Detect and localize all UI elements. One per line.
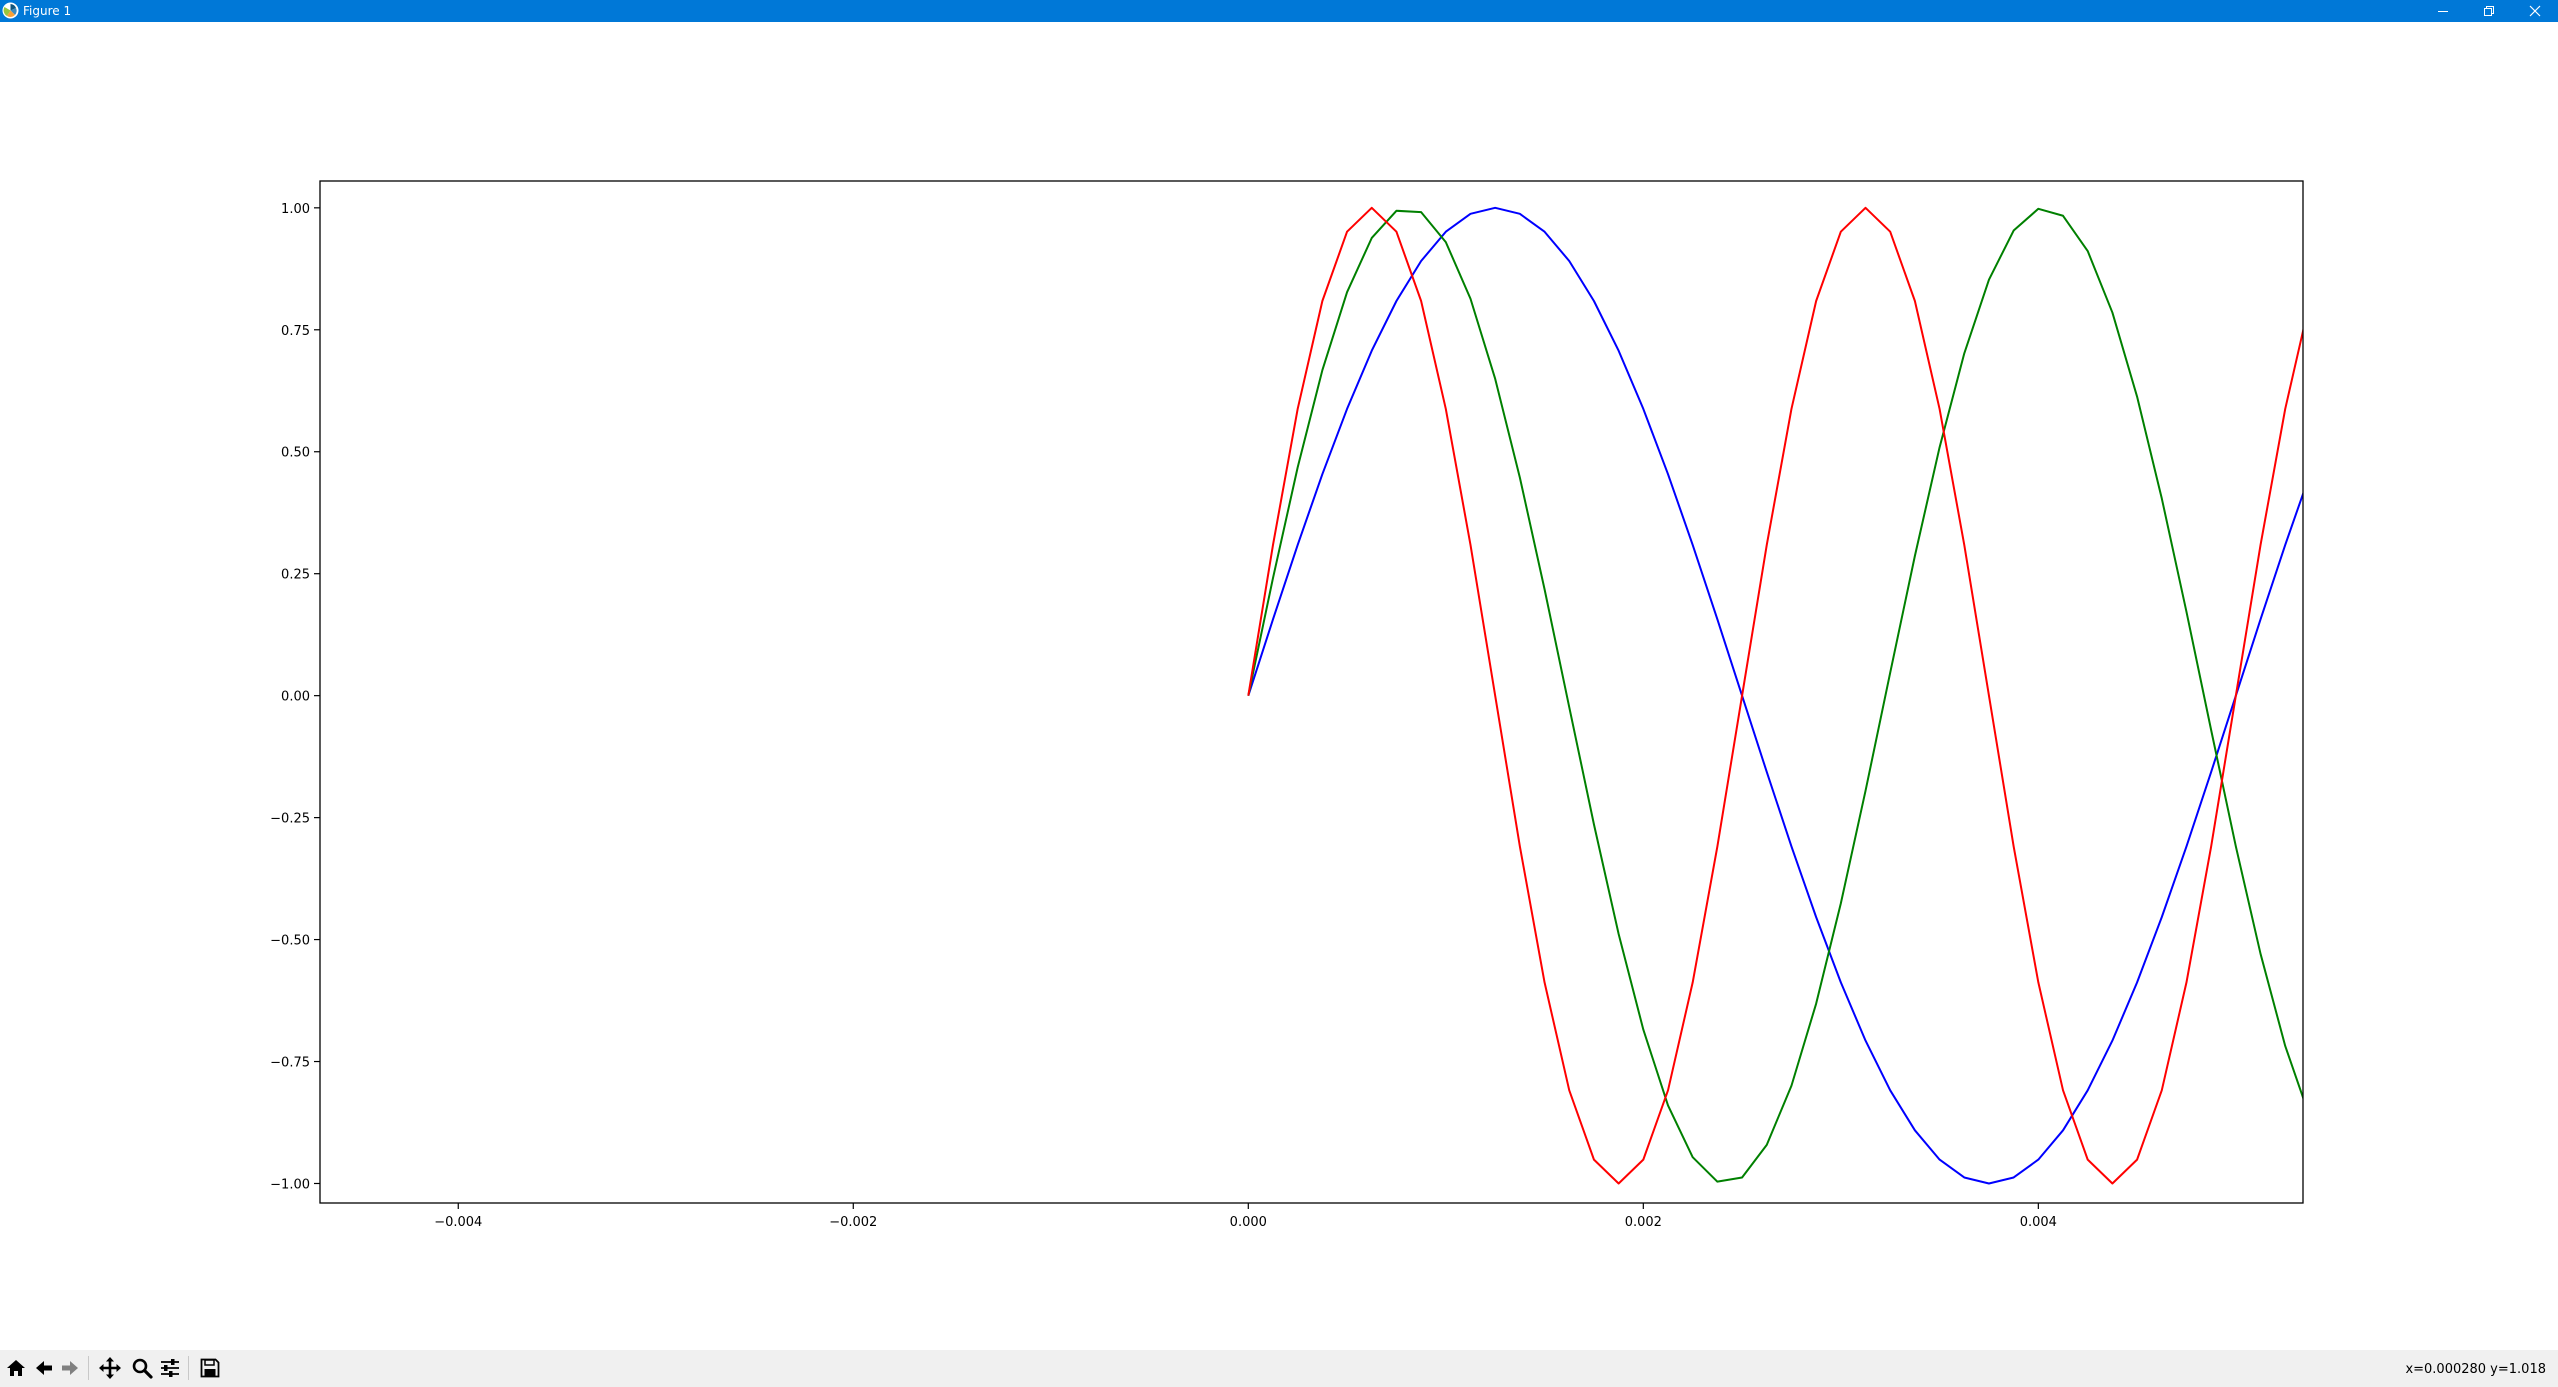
x-tick-label: 0.000 xyxy=(1230,1215,1267,1230)
home-icon xyxy=(7,1360,25,1376)
forward-button[interactable] xyxy=(56,1354,84,1382)
zoom-button[interactable] xyxy=(128,1354,156,1382)
move-icon xyxy=(99,1357,121,1379)
toolbar-separator xyxy=(188,1356,189,1380)
y-tick-label: 0.75 xyxy=(281,324,310,339)
y-tick-label: 0.25 xyxy=(281,568,310,583)
restore-icon xyxy=(2484,6,2494,16)
y-tick-label: −0.75 xyxy=(270,1056,310,1071)
toolbar-separator xyxy=(88,1356,89,1380)
x-tick-label: −0.002 xyxy=(829,1215,877,1230)
minimize-button[interactable] xyxy=(2420,0,2466,22)
series-line-1 xyxy=(1247,206,2303,1185)
title-bar: Figure 1 xyxy=(0,0,2558,22)
subplots-button[interactable] xyxy=(156,1354,184,1382)
y-tick-label: 1.00 xyxy=(281,202,310,217)
restore-button[interactable] xyxy=(2466,0,2512,22)
sliders-icon xyxy=(161,1359,179,1377)
series-layer xyxy=(1247,206,2303,1185)
figure-canvas[interactable]: −0.004 −0.002 0.000 0.002 0.004 1.00 0.75 0.50… xyxy=(0,22,2558,1350)
magnifier-icon xyxy=(132,1358,153,1379)
series-line-3 xyxy=(1247,206,2303,1185)
save-button[interactable] xyxy=(196,1354,224,1382)
arrow-right-icon xyxy=(62,1361,78,1375)
y-tick-label: −0.50 xyxy=(270,934,310,949)
line-chart[interactable]: −0.004 −0.002 0.000 0.002 0.004 1.00 0.75 0.50… xyxy=(0,22,2558,1350)
window-title: Figure 1 xyxy=(23,4,72,18)
x-tick-label: 0.002 xyxy=(1625,1215,1662,1230)
close-icon xyxy=(2529,5,2541,17)
axes-frame xyxy=(319,180,2304,1204)
arrow-left-icon xyxy=(36,1361,52,1375)
x-tick-label: −0.004 xyxy=(434,1215,482,1230)
y-tick-label: 0.00 xyxy=(281,690,310,705)
close-button[interactable] xyxy=(2512,0,2558,22)
cursor-coordinates: x=0.000280 y=1.018 xyxy=(2405,1362,2546,1377)
y-tick-label: 0.50 xyxy=(281,446,310,461)
home-button[interactable] xyxy=(2,1354,30,1382)
back-button[interactable] xyxy=(30,1354,58,1382)
pan-button[interactable] xyxy=(96,1354,124,1382)
x-axis: −0.004 −0.002 0.000 0.002 0.004 xyxy=(434,1203,2057,1230)
navigation-toolbar: x=0.000280 y=1.018 xyxy=(0,1350,2558,1387)
y-tick-label: −1.00 xyxy=(270,1177,310,1192)
series-line-2 xyxy=(1247,207,2303,1183)
floppy-disk-icon xyxy=(200,1358,220,1378)
y-tick-label: −0.25 xyxy=(270,812,310,827)
matplotlib-icon xyxy=(2,2,19,19)
y-axis: 1.00 0.75 0.50 0.25 0.00 −0.25 −0.50 −0.75 −1.00 xyxy=(270,202,320,1192)
x-tick-label: 0.004 xyxy=(2020,1215,2057,1230)
minimize-icon xyxy=(2438,11,2448,12)
